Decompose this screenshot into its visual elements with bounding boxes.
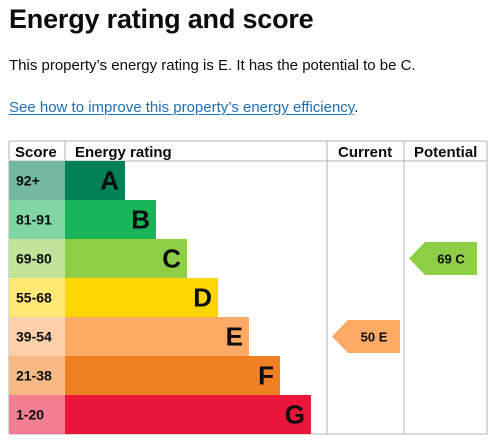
score-label-f: 21-38 — [16, 368, 52, 384]
rating-bar-f — [65, 356, 280, 395]
current-column-header: Current — [338, 144, 392, 161]
potential-arrow — [409, 242, 477, 275]
rating-letter-c: C — [162, 244, 181, 274]
score-cell-e — [9, 317, 65, 356]
energy-rating-column-header: Energy rating — [75, 144, 172, 161]
rating-bar-b — [65, 200, 156, 239]
improve-efficiency-link[interactable]: See how to improve this property’s energ… — [9, 99, 355, 116]
score-label-c: 69-80 — [16, 251, 52, 267]
page-title: Energy rating and score — [9, 4, 314, 34]
potential-column-header: Potential — [414, 144, 477, 161]
rating-bar-g — [65, 395, 311, 434]
score-label-g: 1-20 — [16, 407, 44, 423]
rating-summary: This property’s energy rating is E. It h… — [9, 57, 416, 74]
rating-bar-c — [65, 239, 187, 278]
score-cell-g — [9, 395, 65, 434]
link-trailing-period: . — [354, 99, 359, 116]
potential-rating-label: 69 C — [437, 252, 465, 267]
score-label-a: 92+ — [16, 173, 40, 189]
score-label-e: 39-54 — [16, 329, 52, 345]
score-label-b: 81-91 — [16, 212, 52, 228]
rating-letter-f: F — [258, 361, 274, 391]
rating-letter-e: E — [226, 322, 243, 352]
rating-bar-a — [65, 161, 125, 200]
rating-letter-a: A — [100, 166, 119, 196]
score-cell-a — [9, 161, 65, 200]
rating-bar-e — [65, 317, 249, 356]
rating-bar-d — [65, 278, 218, 317]
current-rating-label: 50 E — [361, 330, 388, 345]
current-arrow — [332, 320, 400, 353]
score-label-d: 55-68 — [16, 290, 52, 306]
rating-letter-b: B — [131, 205, 150, 235]
score-cell-d — [9, 278, 65, 317]
rating-letter-d: D — [193, 283, 212, 313]
rating-letter-g: G — [285, 400, 305, 430]
improve-link-line: See how to improve this property’s energ… — [9, 98, 358, 118]
score-cell-f — [9, 356, 65, 395]
score-column-header: Score — [15, 144, 57, 161]
score-cell-c — [9, 239, 65, 278]
score-cell-b — [9, 200, 65, 239]
